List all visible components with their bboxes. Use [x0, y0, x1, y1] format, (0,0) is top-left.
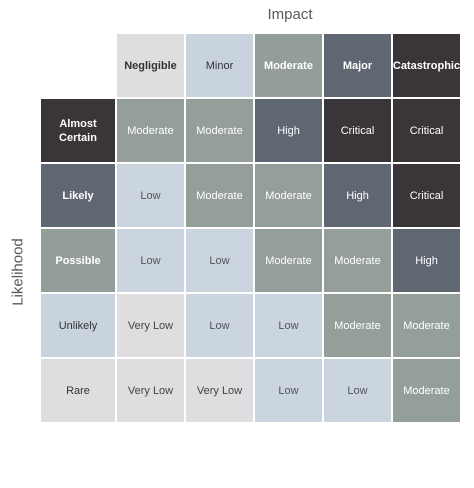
column-header-negligible: Negligible	[116, 33, 185, 98]
row-header-likely: Likely	[40, 163, 116, 228]
risk-cell: Low	[323, 358, 392, 423]
risk-level-label: Moderate	[196, 124, 243, 137]
risk-level-label: Very Low	[196, 384, 243, 397]
row-header-almost-certain: Almost Certain	[40, 98, 116, 163]
risk-level-label: Moderate	[265, 254, 312, 267]
row-header-label: Possible	[55, 254, 101, 267]
risk-level-label: Low	[278, 384, 299, 397]
risk-level-label: High	[346, 189, 369, 202]
risk-level-label: Critical	[409, 189, 444, 202]
risk-level-label: Moderate	[334, 319, 381, 332]
risk-level-label: High	[415, 254, 438, 267]
risk-cell: Moderate	[116, 98, 185, 163]
column-header-moderate: Moderate	[254, 33, 323, 98]
risk-cell: Low	[185, 293, 254, 358]
risk-cell: Critical	[323, 98, 392, 163]
risk-cell: Very Low	[185, 358, 254, 423]
row-header-label: Rare	[66, 384, 90, 397]
risk-cell: Very Low	[116, 358, 185, 423]
matrix-corner	[40, 33, 116, 98]
risk-cell: High	[254, 98, 323, 163]
column-header-minor: Minor	[185, 33, 254, 98]
risk-cell: Moderate	[392, 293, 461, 358]
risk-level-label: Very Low	[127, 319, 174, 332]
risk-level-label: Moderate	[127, 124, 174, 137]
column-header-label: Moderate	[264, 59, 313, 72]
row-header-label: Likely	[62, 189, 94, 202]
risk-level-label: Moderate	[196, 189, 243, 202]
risk-cell: Moderate	[392, 358, 461, 423]
risk-cell: Low	[116, 228, 185, 293]
risk-level-label: Low	[347, 384, 368, 397]
row-header-rare: Rare	[40, 358, 116, 423]
risk-cell: Moderate	[323, 293, 392, 358]
risk-cell: Low	[254, 293, 323, 358]
risk-level-label: Moderate	[265, 189, 312, 202]
risk-level-label: Moderate	[334, 254, 381, 267]
impact-axis-title: Impact	[267, 6, 313, 23]
row-header-possible: Possible	[40, 228, 116, 293]
risk-level-label: High	[277, 124, 300, 137]
risk-level-label: Low	[209, 254, 230, 267]
risk-cell: Critical	[392, 163, 461, 228]
column-header-label: Major	[342, 59, 373, 72]
risk-cell: Moderate	[185, 98, 254, 163]
risk-cell: Moderate	[254, 163, 323, 228]
row-header-label: Almost Certain	[59, 117, 97, 144]
likelihood-axis-title: Likelihood	[9, 238, 27, 306]
risk-matrix: Negligible Minor Moderate Major Catastro…	[40, 33, 461, 488]
column-header-label: Minor	[205, 59, 234, 72]
risk-cell: Low	[116, 163, 185, 228]
risk-level-label: Low	[209, 319, 230, 332]
risk-cell: Moderate	[323, 228, 392, 293]
risk-level-label: Critical	[340, 124, 375, 137]
risk-level-label: Low	[140, 189, 161, 202]
column-header-major: Major	[323, 33, 392, 98]
risk-level-label: Moderate	[403, 384, 450, 397]
risk-cell: Moderate	[254, 228, 323, 293]
row-header-label: Unlikely	[58, 319, 98, 332]
risk-level-label: Moderate	[403, 319, 450, 332]
risk-cell: Critical	[392, 98, 461, 163]
risk-level-label: Critical	[409, 124, 444, 137]
risk-cell: Low	[254, 358, 323, 423]
risk-cell: High	[323, 163, 392, 228]
risk-cell: Low	[185, 228, 254, 293]
row-header-unlikely: Unlikely	[40, 293, 116, 358]
risk-level-label: Very Low	[127, 384, 174, 397]
risk-cell: Moderate	[185, 163, 254, 228]
risk-cell: Very Low	[116, 293, 185, 358]
risk-cell: High	[392, 228, 461, 293]
risk-level-label: Low	[278, 319, 299, 332]
column-header-catastrophic: Catastrophic	[392, 33, 461, 98]
column-header-label: Catastrophic	[392, 59, 461, 72]
risk-level-label: Low	[140, 254, 161, 267]
column-header-label: Negligible	[124, 59, 177, 72]
